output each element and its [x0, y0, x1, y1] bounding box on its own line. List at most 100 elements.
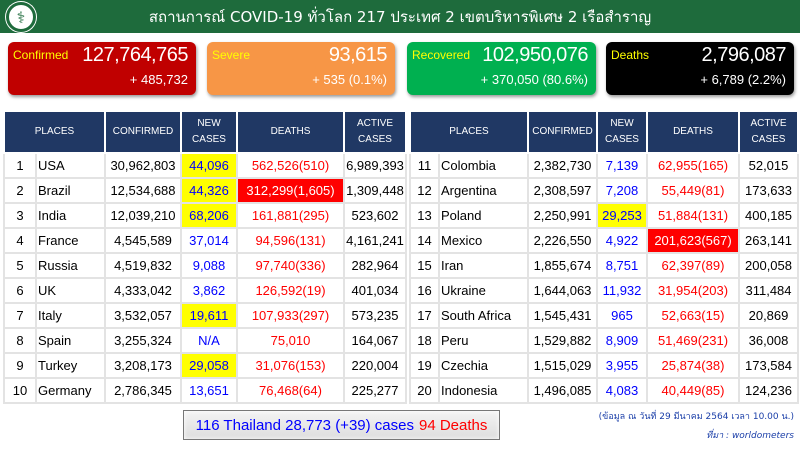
confirmed: 30,962,803	[104, 152, 182, 179]
deaths: 55,449(81)	[646, 177, 740, 204]
table-row: 15 Iran 1,855,674 8,751 62,397(89) 200,0…	[409, 252, 799, 279]
rank: 18	[409, 327, 440, 354]
deaths-total: 2,796,087	[701, 44, 787, 66]
active-cases: 263,141	[738, 227, 799, 254]
new-cases: 44,326	[180, 177, 238, 204]
col-places: PLACES	[3, 110, 106, 154]
place: Italy	[35, 302, 106, 329]
rank: 4	[3, 227, 37, 254]
table-row: 6 UK 4,333,042 3,862 126,592(19) 401,034	[3, 277, 407, 304]
table-row: 14 Mexico 2,226,550 4,922 201,623(567) 2…	[409, 227, 799, 254]
confirmed: 1,855,674	[527, 252, 598, 279]
confirmed: 1,515,029	[527, 352, 598, 379]
deaths: 107,933(297)	[236, 302, 345, 329]
confirmed: 1,496,085	[527, 377, 598, 404]
place: Peru	[438, 327, 529, 354]
rank: 11	[409, 152, 440, 179]
table-row: 1 USA 30,962,803 44,096 562,526(510) 6,9…	[3, 152, 407, 179]
active-cases: 36,008	[738, 327, 799, 354]
recovered-total: 102,950,076	[482, 44, 588, 66]
confirmed: 3,255,324	[104, 327, 182, 354]
col-deaths: DEATHS	[236, 110, 345, 154]
rank: 3	[3, 202, 37, 229]
place: Colombia	[438, 152, 529, 179]
place: Argentina	[438, 177, 529, 204]
confirmed: 12,534,688	[104, 177, 182, 204]
ministry-logo-icon: ⚕	[6, 2, 36, 32]
col-active-cases: ACTIVE CASES	[738, 110, 799, 154]
place: Russia	[35, 252, 106, 279]
table-row: 8 Spain 3,255,324 N/A 75,010 164,067	[3, 327, 407, 354]
table-row: 11 Colombia 2,382,730 7,139 62,955(165) …	[409, 152, 799, 179]
confirmed-label: Confirmed	[13, 48, 69, 62]
rank: 16	[409, 277, 440, 304]
table-row: 7 Italy 3,532,057 19,611 107,933(297) 57…	[3, 302, 407, 329]
table-row: 19 Czechia 1,515,029 3,955 25,874(38) 17…	[409, 352, 799, 379]
covid-table: PLACES CONFIRMED NEW CASES DEATHS ACTIVE CAS…	[3, 110, 407, 404]
deaths: 201,623(567)	[646, 227, 740, 254]
data-date-note: (ข้อมูล ณ วันที่ 29 มีนาคม 2564 เวลา 10.…	[598, 412, 794, 422]
rank: 10	[3, 377, 37, 404]
col-new-cases: NEW CASES	[180, 110, 238, 154]
covid-table: PLACES CONFIRMED NEW CASES DEATHS ACTIVE CAS…	[409, 110, 799, 404]
col-places: PLACES	[409, 110, 529, 154]
confirmed: 2,382,730	[527, 152, 598, 179]
new-cases: 4,922	[596, 227, 648, 254]
col-confirmed: CONFIRMED	[527, 110, 598, 154]
rank: 5	[3, 252, 37, 279]
severe-card: Severe 93,615 + 535 (0.1%)	[207, 42, 395, 95]
confirmed: 2,250,991	[527, 202, 598, 229]
rank: 14	[409, 227, 440, 254]
place: Brazil	[35, 177, 106, 204]
deaths: 562,526(510)	[236, 152, 345, 179]
title-bar: ⚕ สถานการณ์ COVID-19 ทั่วโลก 217 ประเทศ …	[0, 0, 800, 33]
active-cases: 52,015	[738, 152, 799, 179]
place: Mexico	[438, 227, 529, 254]
deaths: 25,874(38)	[646, 352, 740, 379]
place: Poland	[438, 202, 529, 229]
new-cases: 68,206	[180, 202, 238, 229]
confirmed: 1,545,431	[527, 302, 598, 329]
recovered-label: Recovered	[412, 48, 471, 62]
deaths-card: Deaths 2,796,087 + 6,789 (2.2%)	[606, 42, 794, 95]
deaths: 51,884(131)	[646, 202, 740, 229]
table-row: 2 Brazil 12,534,688 44,326 312,299(1,605…	[3, 177, 407, 204]
rank: 1	[3, 152, 37, 179]
recovered-card: Recovered 102,950,076 + 370,050 (80.6%)	[407, 42, 596, 95]
deaths: 62,397(89)	[646, 252, 740, 279]
active-cases: 401,034	[343, 277, 407, 304]
rank: 19	[409, 352, 440, 379]
place: South Africa	[438, 302, 529, 329]
confirmed: 1,644,063	[527, 277, 598, 304]
new-cases: 7,139	[596, 152, 648, 179]
confirmed: 3,208,173	[104, 352, 182, 379]
confirmed: 2,226,550	[527, 227, 598, 254]
active-cases: 225,277	[343, 377, 407, 404]
place: Iran	[438, 252, 529, 279]
new-cases: 13,651	[180, 377, 238, 404]
thailand-summary: 116 Thailand 28,773 (+39) cases 94 Death…	[183, 410, 500, 440]
new-cases: 29,253	[596, 202, 648, 229]
active-cases: 1,309,448	[343, 177, 407, 204]
deaths: 161,881(295)	[236, 202, 345, 229]
confirmed: 12,039,210	[104, 202, 182, 229]
confirmed: 4,545,589	[104, 227, 182, 254]
table-row: 16 Ukraine 1,644,063 11,932 31,954(203) …	[409, 277, 799, 304]
table-row: 4 France 4,545,589 37,014 94,596(131) 4,…	[3, 227, 407, 254]
active-cases: 173,584	[738, 352, 799, 379]
new-cases: 19,611	[180, 302, 238, 329]
deaths: 62,955(165)	[646, 152, 740, 179]
new-cases: N/A	[180, 327, 238, 354]
new-cases: 9,088	[180, 252, 238, 279]
deaths: 52,663(15)	[646, 302, 740, 329]
deaths-change: + 6,789 (2.2%)	[700, 72, 786, 87]
rank: 20	[409, 377, 440, 404]
active-cases: 282,964	[343, 252, 407, 279]
new-cases: 37,014	[180, 227, 238, 254]
place: Ukraine	[438, 277, 529, 304]
severe-label: Severe	[212, 48, 251, 62]
rank: 8	[3, 327, 37, 354]
confirmed: 3,532,057	[104, 302, 182, 329]
active-cases: 220,004	[343, 352, 407, 379]
col-active-cases: ACTIVE CASES	[343, 110, 407, 154]
